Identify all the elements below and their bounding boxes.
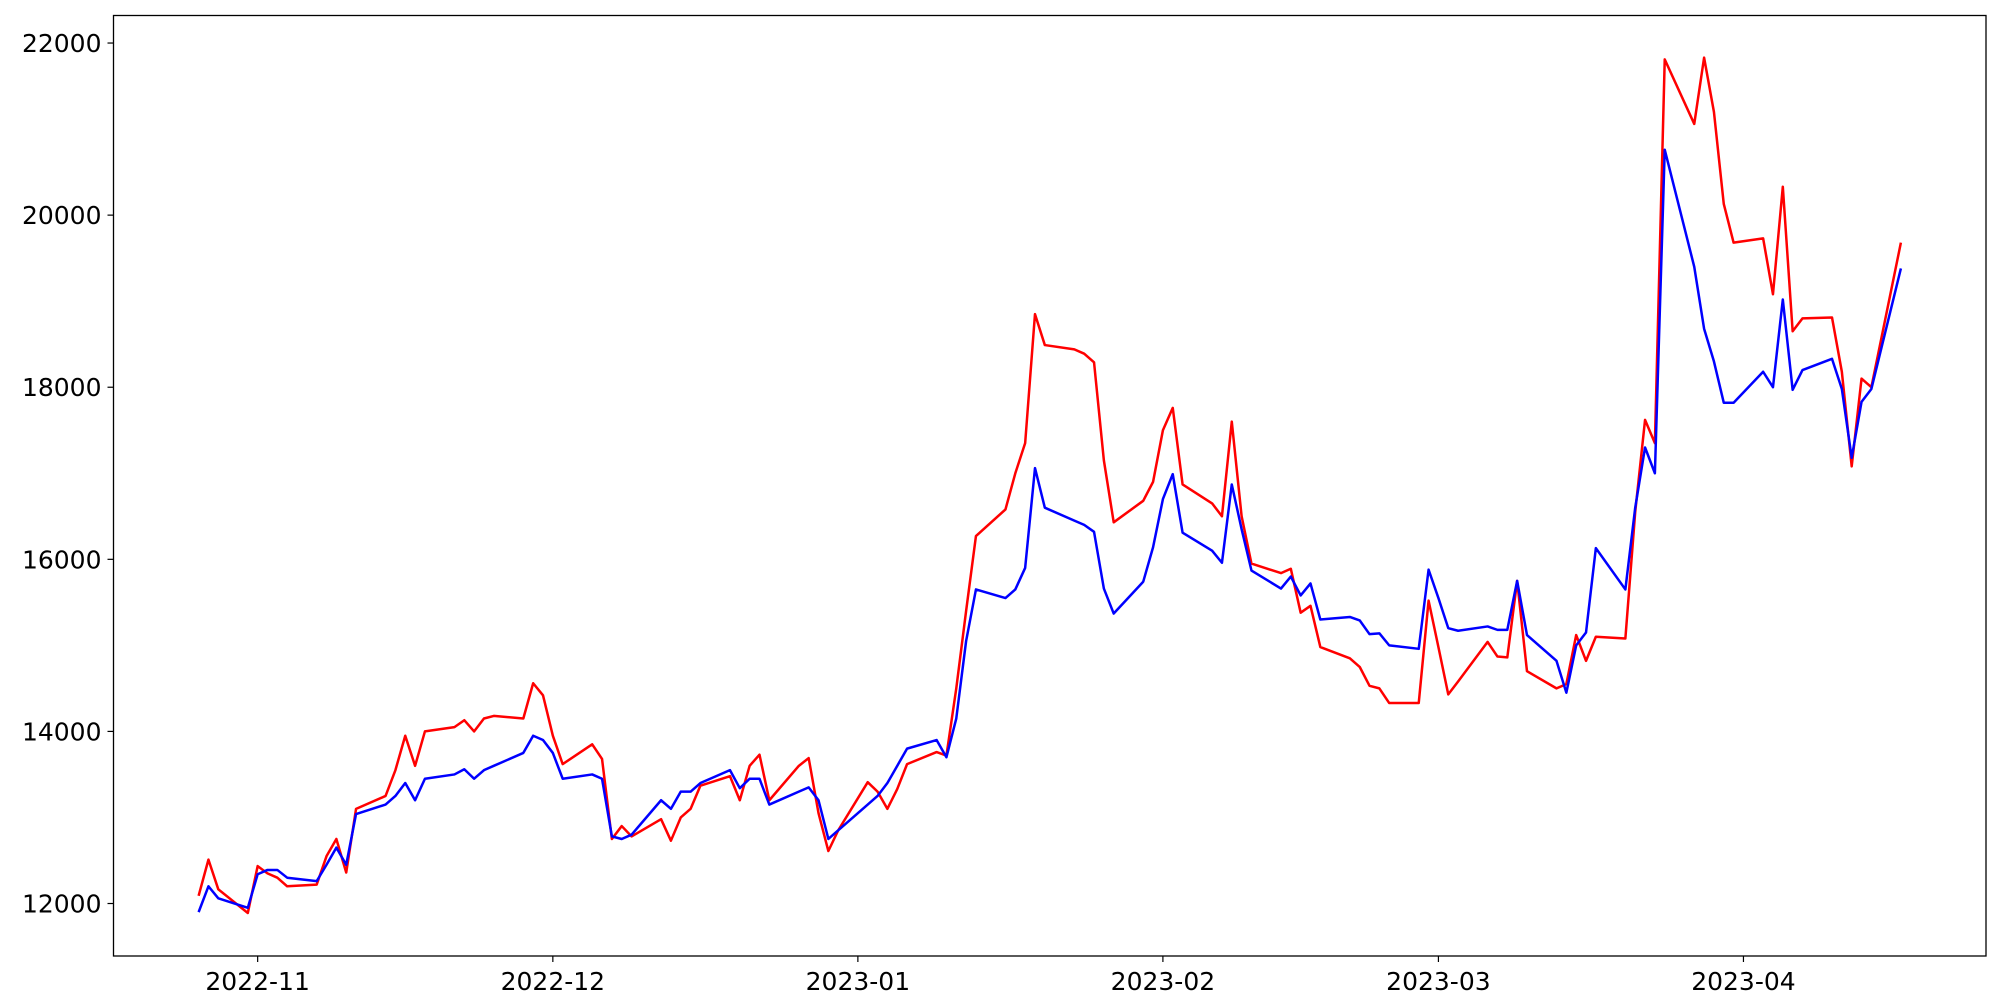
x-tick-label: 2023-03 bbox=[1386, 967, 1490, 996]
y-tick-label: 20000 bbox=[22, 201, 102, 230]
x-tick-label: 2023-01 bbox=[806, 967, 910, 996]
series-line bbox=[197, 148, 1903, 913]
x-tick-label: 2022-12 bbox=[501, 967, 605, 996]
series-line bbox=[197, 56, 1903, 915]
y-tick-label: 16000 bbox=[22, 545, 102, 574]
x-tick-label: 2022-11 bbox=[205, 967, 309, 996]
x-tick-label: 2023-04 bbox=[1691, 967, 1795, 996]
y-tick-label: 12000 bbox=[22, 890, 102, 919]
x-tick-label: 2023-02 bbox=[1111, 967, 1215, 996]
plot-frame bbox=[112, 14, 1987, 957]
y-tick-label: 14000 bbox=[22, 717, 102, 746]
y-tick-label: 18000 bbox=[22, 373, 102, 402]
y-tick-label: 22000 bbox=[22, 29, 102, 58]
